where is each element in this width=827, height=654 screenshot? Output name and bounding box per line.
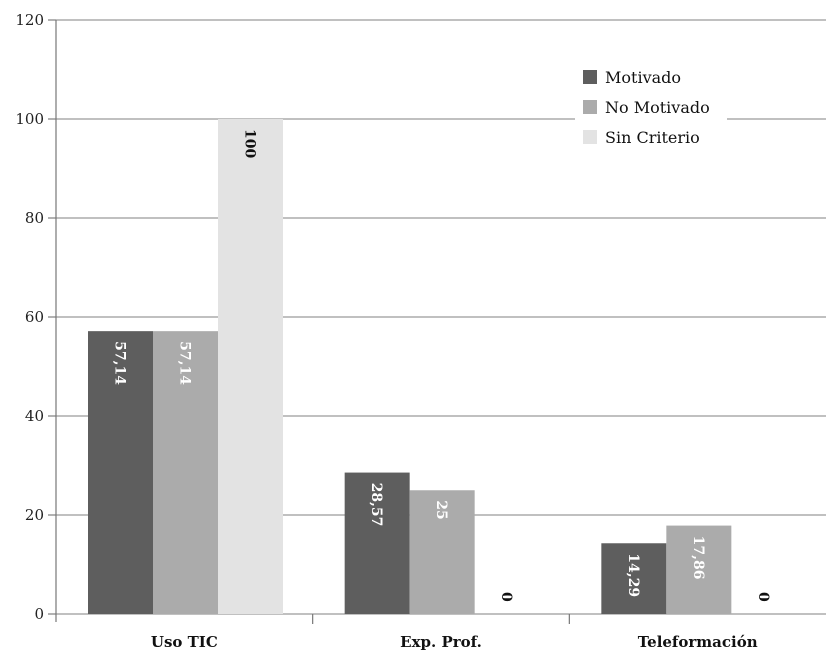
axes: 0 20 40 60 80 100 120 Uso TIC Exp. Prof. Teleform… — [15, 11, 757, 651]
data-label: 57,14 — [177, 341, 193, 385]
bar-motivado-2 — [601, 543, 667, 614]
y-tick-label: 60 — [25, 308, 44, 326]
bar-sin-criterio-0 — [218, 119, 283, 614]
legend-label: Sin Criterio — [605, 128, 700, 147]
y-tick-label: 80 — [25, 209, 44, 227]
data-label: 25 — [433, 500, 449, 519]
data-label: 57,14 — [112, 341, 128, 385]
x-category-label: Teleformación — [638, 633, 758, 651]
bars — [88, 119, 732, 614]
legend-swatch — [583, 100, 597, 114]
bar-no-motivado-0 — [153, 331, 218, 614]
bar-motivado-0 — [88, 331, 153, 614]
x-category-label: Exp. Prof. — [400, 633, 482, 651]
data-label: 17,86 — [690, 536, 706, 580]
legend-background — [575, 62, 727, 154]
legend-label: No Motivado — [605, 98, 710, 117]
y-tick-label: 100 — [15, 110, 44, 128]
y-tick-label: 120 — [15, 11, 44, 29]
y-tick-label: 0 — [34, 605, 44, 623]
data-label: 28,57 — [368, 483, 384, 527]
legend: Motivado No Motivado Sin Criterio — [575, 62, 727, 154]
x-category-label: Uso TIC — [151, 633, 218, 651]
data-label: 14,29 — [625, 553, 641, 597]
y-tick-label: 20 — [25, 506, 44, 524]
legend-swatch — [583, 70, 597, 84]
data-label: 100 — [242, 129, 258, 158]
legend-swatch — [583, 130, 597, 144]
y-tick-label: 40 — [25, 407, 44, 425]
data-label: 0 — [498, 592, 514, 602]
bar-no-motivado-2 — [666, 525, 732, 614]
data-labels: 57,14 57,14 100 28,57 25 0 14,29 17,86 0 — [112, 129, 771, 602]
legend-label: Motivado — [605, 68, 681, 87]
bar-no-motivado-1 — [409, 490, 475, 614]
bar-motivado-1 — [344, 472, 410, 614]
data-label: 0 — [755, 592, 771, 602]
